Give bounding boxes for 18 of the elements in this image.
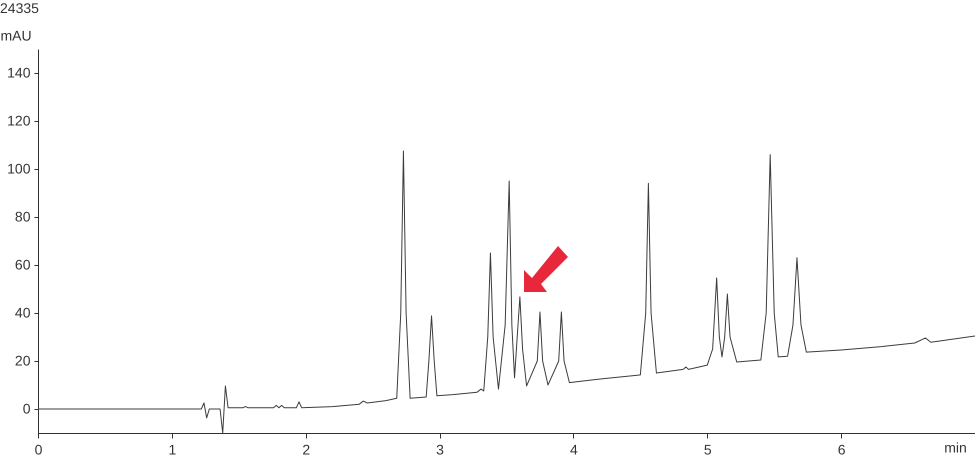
- y-tick-label: 100: [7, 160, 31, 176]
- y-tick-label: 0: [22, 400, 31, 416]
- x-tick-label: 3: [436, 442, 444, 458]
- y-tick-label: 120: [7, 112, 31, 128]
- x-tick-label: 4: [570, 442, 578, 458]
- y-tick-label: 80: [14, 208, 31, 224]
- x-axis-title: min: [944, 440, 967, 456]
- y-tick-label: 60: [14, 256, 31, 272]
- x-tick-label: 0: [34, 442, 43, 458]
- text: 24335: [0, 0, 39, 16]
- x-tick-label: 6: [838, 442, 846, 458]
- x-tick-label: 5: [704, 442, 712, 458]
- x-tick-label: 2: [302, 442, 310, 458]
- y-tick-label: 40: [14, 304, 31, 320]
- y-axis-title: mAU: [0, 28, 32, 44]
- y-tick-label: 140: [7, 64, 31, 80]
- y-tick-label: 20: [14, 352, 31, 368]
- x-tick-label: 1: [168, 442, 176, 458]
